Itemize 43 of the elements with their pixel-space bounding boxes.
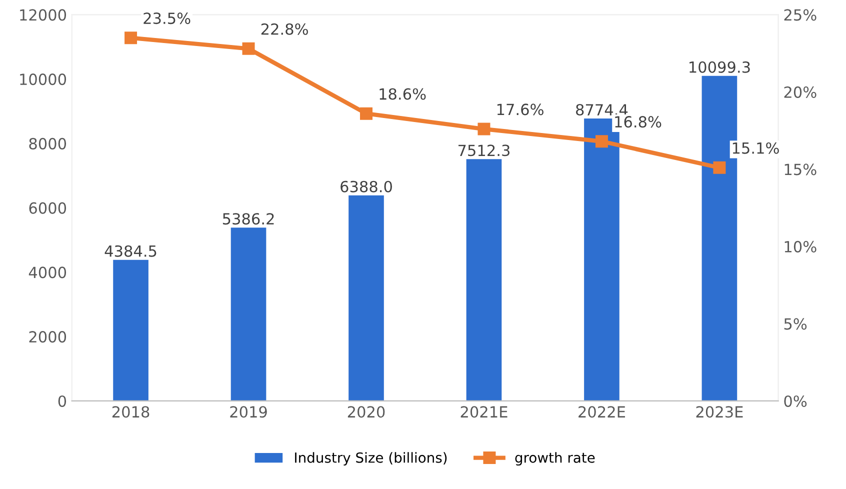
point xyxy=(713,161,726,174)
data-label: 5386.2 xyxy=(222,213,274,225)
data-label: 4384.5 xyxy=(104,245,156,257)
x-tick-label: 2022E xyxy=(578,406,626,418)
x-tick-label: 2019 xyxy=(230,406,267,418)
y2-tick-label: 5% xyxy=(784,318,807,330)
data-label: 22.8% xyxy=(261,23,308,35)
y-tick-label: 4000 xyxy=(28,266,66,278)
y-tick-label: 12000 xyxy=(20,9,66,21)
y2-tick-label: 20% xyxy=(784,86,816,98)
y-tick-label: 2000 xyxy=(29,331,66,343)
y-tick-label: 8000 xyxy=(29,138,66,150)
x-tick-label: 2018 xyxy=(112,406,150,418)
legend-label: growth rate xyxy=(515,452,595,466)
x-tick-label: 2020 xyxy=(348,406,385,418)
y-tick-label: 6000 xyxy=(29,202,66,214)
data-label: 8774.4 xyxy=(576,104,628,116)
y2-tick-label: 10% xyxy=(784,240,816,252)
data-label: 10099.3 xyxy=(690,61,750,73)
legend-label: Industry Size (billions) xyxy=(295,452,447,466)
point xyxy=(595,135,608,148)
data-label: 15.1% xyxy=(732,142,779,154)
bar xyxy=(466,159,502,401)
y2-tick-label: 0% xyxy=(784,395,807,407)
data-label: 6388.0 xyxy=(340,180,392,192)
y2-tick-label: 25% xyxy=(784,9,816,21)
data-label: 7512.3 xyxy=(458,144,510,156)
point xyxy=(360,107,372,120)
y-tick-label: 10000 xyxy=(20,74,66,86)
data-label: 16.8% xyxy=(615,116,662,128)
point xyxy=(478,122,490,136)
x-tick-label: 2021E xyxy=(460,406,508,418)
data-label: 23.5% xyxy=(144,12,190,24)
bar xyxy=(113,260,148,401)
point xyxy=(242,42,255,55)
y2-tick-label: 15% xyxy=(784,164,816,176)
bar xyxy=(230,228,266,401)
data-label: 18.6% xyxy=(380,88,426,100)
y-tick-label: 0 xyxy=(58,395,66,407)
bar xyxy=(348,195,384,401)
x-tick-label: 2023E xyxy=(696,406,743,418)
data-label: 17.6% xyxy=(497,104,544,116)
point xyxy=(124,32,138,44)
